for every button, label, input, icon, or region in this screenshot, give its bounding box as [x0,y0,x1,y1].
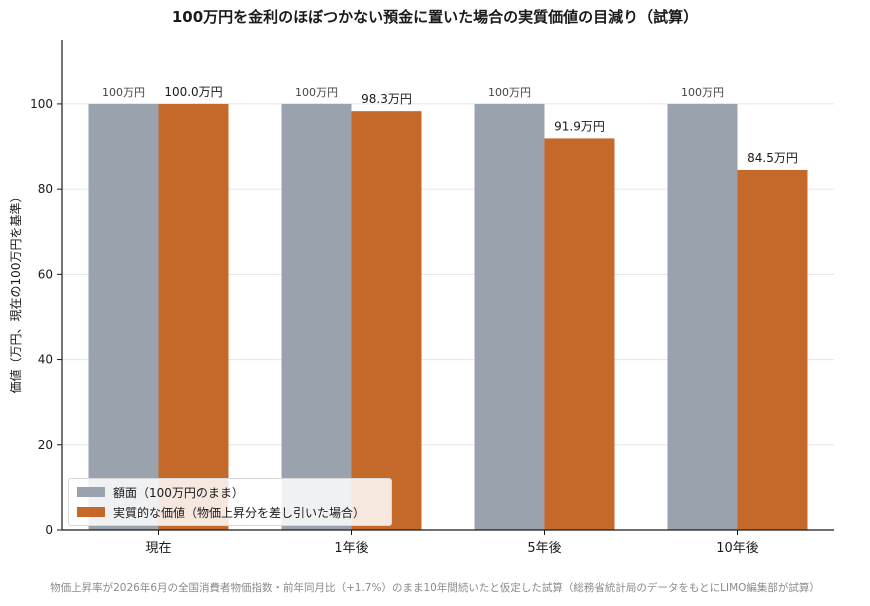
data-label-real: 100.0万円 [164,85,222,99]
legend-label-face: 額面（100万円のまま） [113,485,244,500]
bar-real [737,169,808,530]
data-label-real: 84.5万円 [747,151,798,165]
y-axis-label: 価値（万円、現在の100万円を基準） [8,191,23,394]
bar-face [667,103,738,531]
footnote: 物価上昇率が2026年6月の全国消費者物価指数・前年同月比（+1.7%）のまま1… [50,582,820,594]
data-label-real: 91.9万円 [554,119,605,133]
data-label-face: 100万円 [681,86,724,99]
y-tick-label: 60 [38,267,53,281]
chart-title: 100万円を金利のほぼつかない預金に置いた場合の実質価値の目減り（試算） [171,8,699,26]
data-label-face: 100万円 [102,86,145,99]
bar-real [158,103,229,531]
y-tick-label: 100 [30,97,53,111]
x-tick-label: 現在 [145,541,171,556]
bars [88,103,808,531]
legend-item-face: 額面（100万円のまま） [77,483,244,501]
legend-label-real: 実質的な価値（物価上昇分を差し引いた場合） [113,505,366,520]
y-tick-label: 80 [38,182,53,196]
bar-face [474,103,545,531]
y-tick-label: 40 [38,353,53,367]
bar-face [88,103,159,531]
x-tick-label: 5年後 [527,541,561,556]
y-tick-label: 20 [38,438,53,452]
x-tick-label: 1年後 [334,541,368,556]
data-label-face: 100万円 [488,86,531,99]
x-tick-label: 10年後 [716,541,759,556]
bar-real [351,111,422,530]
axes: 0 20 40 60 80 100 現在 1年後 5年後 10年後 [30,40,834,556]
data-labels: 100万円 100.0万円 100万円 98.3万円 100万円 91.9万円 100万円 8… [102,85,798,165]
data-label-real: 98.3万円 [361,92,412,106]
legend-swatch-face [77,487,105,497]
y-tick-label: 0 [45,523,53,537]
legend-swatch-real [77,507,105,517]
legend-item-real: 実質的な価値（物価上昇分を差し引いた場合） [77,503,365,521]
bar-real [544,138,615,530]
legend: 額面（100万円のまま） 実質的な価値（物価上昇分を差し引いた場合） [68,478,392,526]
data-label-face: 100万円 [295,86,338,99]
bar-face [281,103,352,531]
